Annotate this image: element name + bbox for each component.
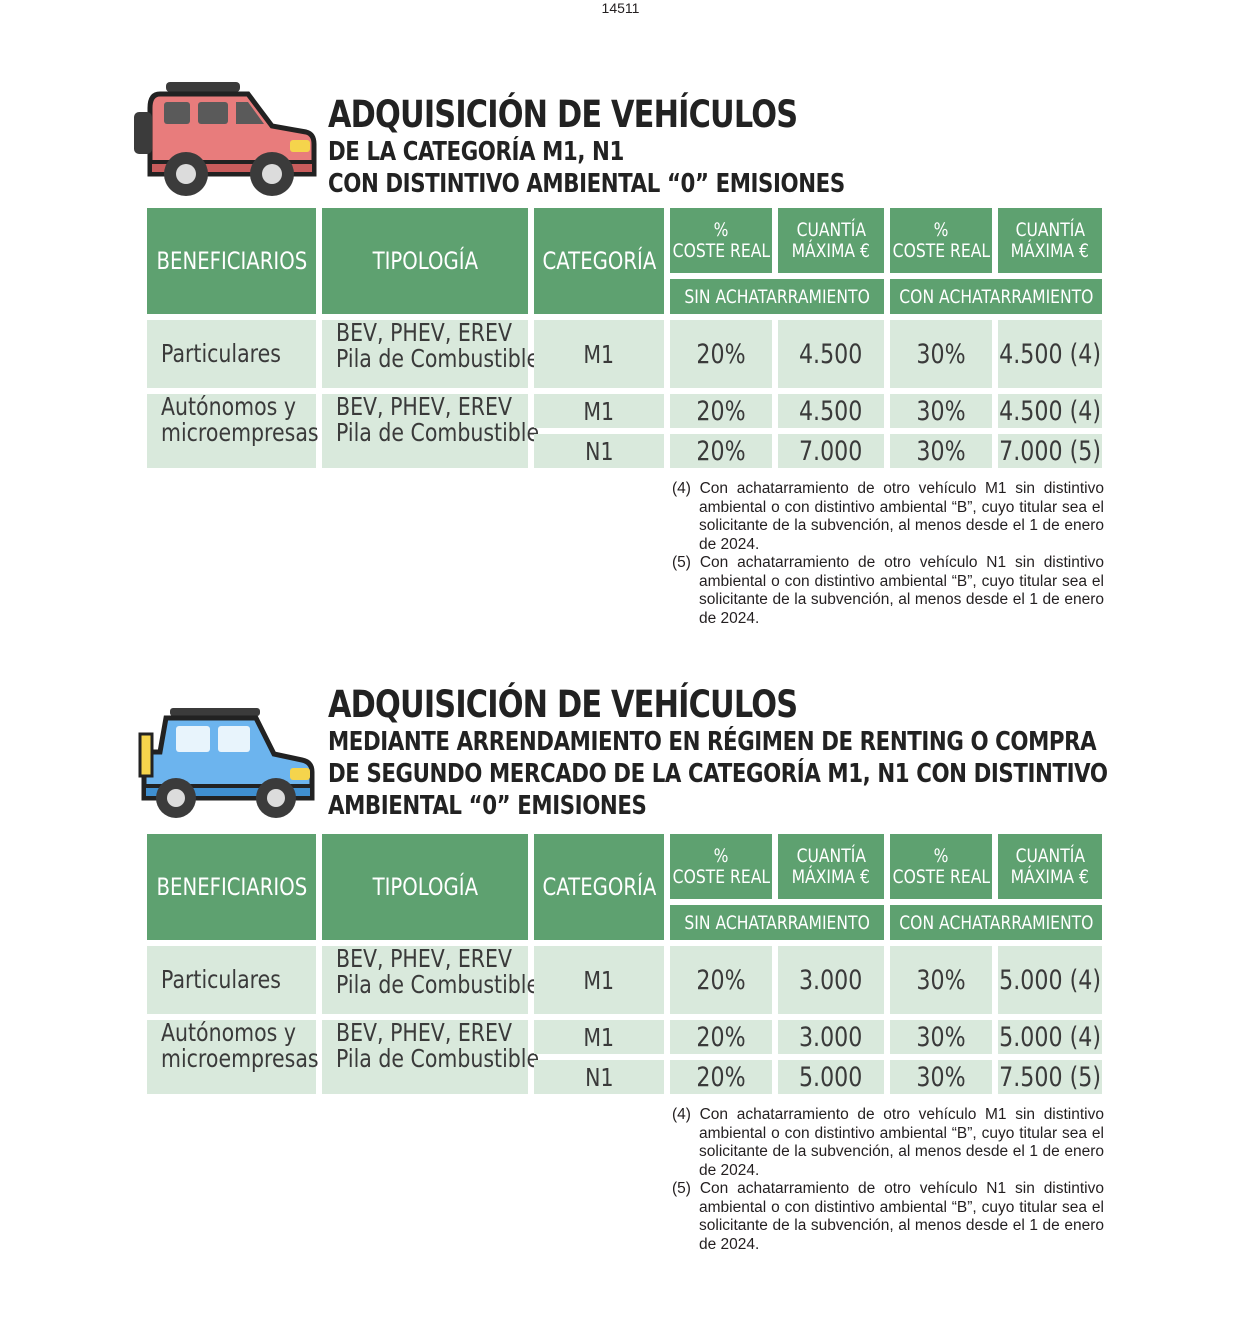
section-renting: ADQUISICIÓN DE VEHÍCULOS MEDIANTE ARREND… <box>130 660 1110 1270</box>
footnote: (4) Con achatarramiento de otro vehículo… <box>672 1106 1104 1179</box>
row-autonomos-m1-max-sin: 3.000 <box>778 1020 884 1054</box>
footnote: (5) Con achatarramiento de otro vehículo… <box>672 554 1104 627</box>
section-title: ADQUISICIÓN DE VEHÍCULOS <box>328 683 798 726</box>
footnote: (4) Con achatarramiento de otro vehículo… <box>672 480 1104 553</box>
section-subtitle-line: DE LA CATEGORÍA M1, N1 <box>328 137 624 167</box>
row-autonomos-m1-max-sin: 4.500 <box>778 394 884 428</box>
red-suv-icon <box>134 82 317 196</box>
header-tipologia: TIPOLOGÍA <box>322 834 528 940</box>
page-number: 14511 <box>601 0 640 16</box>
row-particulares-pct-sin: 20% <box>670 946 772 1014</box>
row-autonomos-m1-max-con: 4.500 (4) <box>998 394 1102 428</box>
footnote: (5) Con achatarramiento de otro vehículo… <box>672 1180 1104 1253</box>
section-purchase: ADQUISICIÓN DE VEHÍCULOS DE LA CATEGORÍA… <box>130 72 1110 632</box>
row-autonomos-m1-max-con: 5.000 (4) <box>998 1020 1102 1054</box>
row-particulares-pct-sin: 20% <box>670 320 772 388</box>
row-autonomos-m1-categoria: M1 <box>534 1020 664 1054</box>
row-particulares-max-con: 5.000 (4) <box>998 946 1102 1014</box>
row-autonomos-n1-pct-con: 30% <box>890 434 992 468</box>
footnotes: (4) Con achatarramiento de otro vehículo… <box>672 1106 1104 1254</box>
blue-suv-icon <box>138 708 315 818</box>
header-beneficiarios: BENEFICIARIOS <box>147 208 316 314</box>
row-autonomos-beneficiario: Autónomos y microempresas <box>147 394 319 468</box>
row-autonomos-n1-max-con: 7.500 (5) <box>998 1060 1102 1094</box>
row-autonomos-m1-pct-con: 30% <box>890 394 992 428</box>
row-particulares-categoria: M1 <box>534 946 664 1014</box>
header-max-con: CUANTÍA MÁXIMA € <box>998 208 1102 273</box>
row-autonomos-n1-max-sin: 5.000 <box>778 1060 884 1094</box>
row-particulares-pct-con: 30% <box>890 320 992 388</box>
section-subtitle-line: CON DISTINTIVO AMBIENTAL “0” EMISIONES <box>328 169 845 199</box>
header-max-con: CUANTÍA MÁXIMA € <box>998 834 1102 899</box>
section-subtitle-line: AMBIENTAL “0” EMISIONES <box>328 791 647 821</box>
header-pct-sin: % COSTE REAL <box>670 208 772 273</box>
header-pct-sin: % COSTE REAL <box>670 834 772 899</box>
row-autonomos-m1-pct-sin: 20% <box>670 394 772 428</box>
header-tipologia: TIPOLOGÍA <box>322 208 528 314</box>
row-autonomos-m1-categoria: M1 <box>534 394 664 428</box>
header-pct-con: % COSTE REAL <box>890 834 992 899</box>
section-title: ADQUISICIÓN DE VEHÍCULOS <box>328 93 798 136</box>
footnotes: (4) Con achatarramiento de otro vehículo… <box>672 480 1104 628</box>
header-sin-achatarramiento: SIN ACHATARRAMIENTO <box>670 279 884 314</box>
row-autonomos-tipologia: BEV, PHEV, EREV Pila de Combustible <box>322 1020 539 1094</box>
row-particulares-beneficiario: Particulares <box>147 946 316 1014</box>
header-categoria: CATEGORÍA <box>534 834 664 940</box>
row-autonomos-n1-categoria: N1 <box>534 1060 664 1094</box>
header-con-achatarramiento: CON ACHATARRAMIENTO <box>890 279 1102 314</box>
row-particulares-max-sin: 4.500 <box>778 320 884 388</box>
row-particulares-tipologia: BEV, PHEV, EREV Pila de Combustible <box>322 946 539 1014</box>
row-autonomos-m1-pct-sin: 20% <box>670 1020 772 1054</box>
row-autonomos-m1-pct-con: 30% <box>890 1020 992 1054</box>
row-particulares-tipologia: BEV, PHEV, EREV Pila de Combustible <box>322 320 539 388</box>
row-autonomos-n1-max-con: 7.000 (5) <box>998 434 1102 468</box>
header-pct-con: % COSTE REAL <box>890 208 992 273</box>
header-con-achatarramiento: CON ACHATARRAMIENTO <box>890 905 1102 940</box>
row-autonomos-n1-max-sin: 7.000 <box>778 434 884 468</box>
header-sin-achatarramiento: SIN ACHATARRAMIENTO <box>670 905 884 940</box>
row-autonomos-beneficiario: Autónomos y microempresas <box>147 1020 319 1094</box>
row-autonomos-n1-categoria: N1 <box>534 434 664 468</box>
header-categoria: CATEGORÍA <box>534 208 664 314</box>
section-subtitle-line: DE SEGUNDO MERCADO DE LA CATEGORÍA M1, N… <box>328 759 1108 789</box>
row-particulares-max-sin: 3.000 <box>778 946 884 1014</box>
row-particulares-max-con: 4.500 (4) <box>998 320 1102 388</box>
header-max-sin: CUANTÍA MÁXIMA € <box>778 834 884 899</box>
row-particulares-beneficiario: Particulares <box>147 320 316 388</box>
row-autonomos-n1-pct-sin: 20% <box>670 1060 772 1094</box>
row-particulares-pct-con: 30% <box>890 946 992 1014</box>
header-beneficiarios: BENEFICIARIOS <box>147 834 316 940</box>
row-autonomos-tipologia: BEV, PHEV, EREV Pila de Combustible <box>322 394 539 468</box>
section-subtitle-line: MEDIANTE ARRENDAMIENTO EN RÉGIMEN DE REN… <box>328 727 1097 757</box>
header-max-sin: CUANTÍA MÁXIMA € <box>778 208 884 273</box>
row-autonomos-n1-pct-con: 30% <box>890 1060 992 1094</box>
row-particulares-categoria: M1 <box>534 320 664 388</box>
row-autonomos-n1-pct-sin: 20% <box>670 434 772 468</box>
